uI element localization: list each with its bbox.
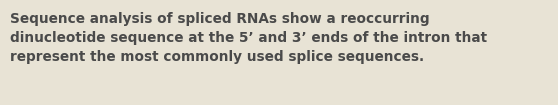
- Text: Sequence analysis of spliced RNAs show a reoccurring
dinucleotide sequence at th: Sequence analysis of spliced RNAs show a…: [10, 12, 487, 64]
